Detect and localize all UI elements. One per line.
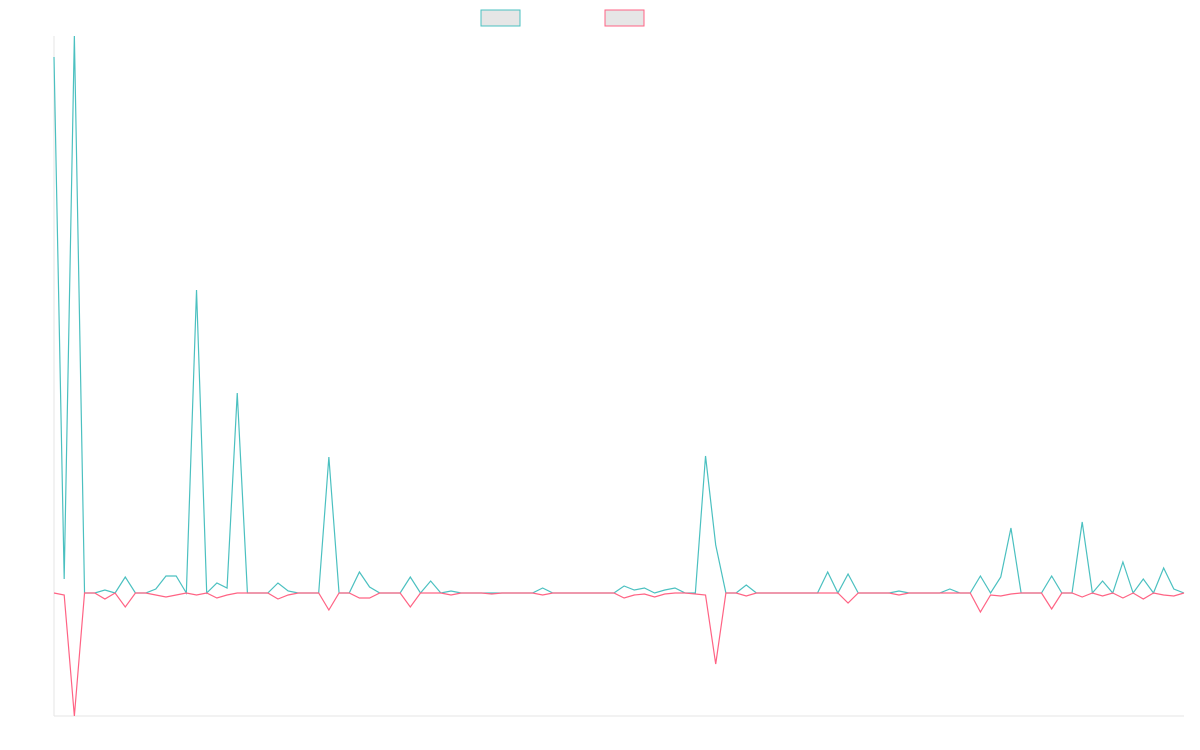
legend-swatch[interactable]	[480, 9, 521, 27]
legend-swatch[interactable]	[604, 9, 645, 27]
line	[53, 592, 1185, 717]
line	[53, 35, 1185, 596]
